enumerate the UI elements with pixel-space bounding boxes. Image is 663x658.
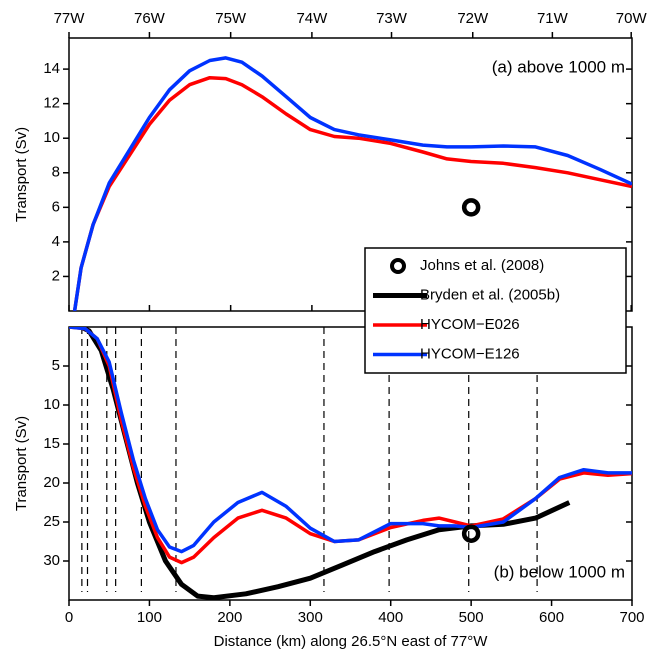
- x2-tick-label: 70W: [616, 10, 648, 27]
- x-tick-label: 100: [137, 609, 162, 626]
- y-tick-label: 4: [52, 233, 60, 250]
- legend-label: Bryden et al. (2005b): [420, 286, 560, 303]
- x2-tick-label: 73W: [376, 10, 408, 27]
- x-axis-label: Distance (km) along 26.5°N east of 77°W: [214, 633, 489, 650]
- series-line: [69, 327, 632, 554]
- y-axis-label: Transport (Sv): [13, 127, 30, 222]
- y-tick-label: 10: [43, 396, 60, 413]
- plot-frame: [68, 326, 633, 601]
- legend-label: HYCOM−E026: [420, 316, 520, 333]
- x-tick-label: 500: [459, 609, 484, 626]
- x-tick-label: 300: [298, 609, 323, 626]
- series-line: [72, 75, 632, 311]
- x2-tick-label: 75W: [215, 10, 247, 27]
- y-tick-label: 2: [52, 267, 60, 284]
- series-line: [72, 56, 632, 311]
- x2-tick-label: 76W: [134, 10, 166, 27]
- legend-label: Johns et al. (2008): [420, 257, 544, 274]
- y-tick-label: 14: [43, 60, 60, 77]
- y-tick-label: 30: [43, 552, 60, 569]
- y-tick-label: 8: [52, 164, 60, 181]
- marker: [461, 198, 481, 217]
- x-tick-label: 0: [65, 609, 73, 626]
- legend-box: [364, 247, 627, 374]
- x-tick-label: 400: [378, 609, 403, 626]
- panel-annotation: (b) below 1000 m: [494, 562, 625, 581]
- legend-marker: [390, 258, 406, 274]
- y-tick-label: 10: [43, 129, 60, 146]
- y-tick-label: 12: [43, 95, 60, 112]
- panel-annotation: (a) above 1000 m: [492, 57, 625, 76]
- y-tick-label: 20: [43, 474, 60, 491]
- plot-area: [72, 56, 632, 311]
- x-tick-label: 600: [539, 609, 564, 626]
- plot-area: [69, 327, 632, 600]
- x2-tick-label: 77W: [54, 10, 86, 27]
- plot-frame: [68, 37, 633, 312]
- y-tick-label: 5: [52, 357, 60, 374]
- y-tick-label: 6: [52, 198, 60, 215]
- y-tick-label: 15: [43, 435, 60, 452]
- marker: [461, 524, 481, 543]
- legend-label: HYCOM−E126: [420, 345, 520, 362]
- x-tick-label: 700: [619, 609, 644, 626]
- x2-tick-label: 74W: [296, 10, 328, 27]
- x-tick-label: 200: [217, 609, 242, 626]
- y-tick-label: 25: [43, 513, 60, 530]
- y-axis-label: Transport (Sv): [13, 416, 30, 511]
- x2-tick-label: 71W: [537, 10, 569, 27]
- x2-tick-label: 72W: [457, 10, 489, 27]
